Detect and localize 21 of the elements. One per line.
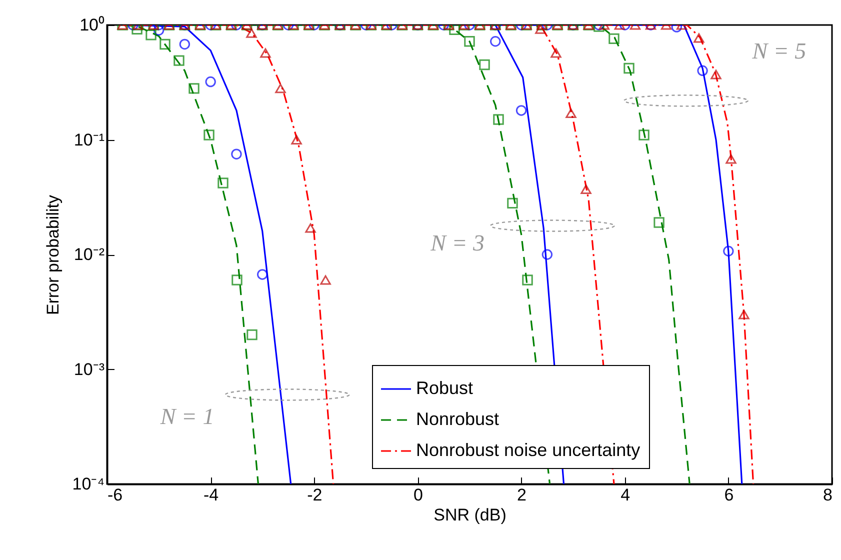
annotation: N = 5 (751, 38, 806, 64)
legend-label: Robust (416, 378, 474, 398)
y-tick-label: 10⁰ (80, 16, 104, 34)
x-tick-label: 8 (823, 486, 832, 504)
y-tick-label: 10⁻² (74, 245, 105, 264)
x-tick-label: 0 (413, 486, 423, 504)
x-tick-label: -4 (204, 486, 219, 504)
legend-label: Nonrobust (416, 409, 500, 429)
x-tick-label: 4 (620, 486, 630, 504)
x-tick-label: 2 (517, 486, 527, 504)
x-tick-label: -6 (108, 486, 123, 504)
annotation: N = 3 (430, 230, 485, 256)
y-tick-label: 10⁻³ (74, 360, 105, 379)
y-axis-title: Error probability (43, 194, 62, 315)
x-tick-label: 6 (724, 486, 734, 504)
legend-label: Nonrobust noise uncertainty (416, 440, 640, 460)
x-tick-label: -2 (307, 486, 322, 504)
y-tick-label: 10⁻⁴ (72, 474, 104, 494)
y-tick-label: 10⁻¹ (74, 130, 105, 150)
annotation: N = 1 (159, 404, 214, 430)
x-axis-title: SNR (dB) (434, 506, 506, 524)
